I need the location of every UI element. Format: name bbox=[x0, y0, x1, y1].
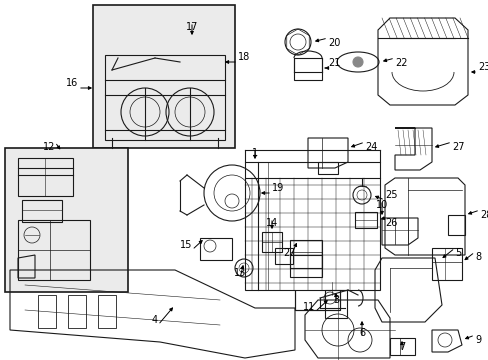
Text: 25: 25 bbox=[384, 190, 397, 200]
Bar bbox=[354, 212, 376, 228]
Text: 22: 22 bbox=[394, 58, 407, 68]
Bar bbox=[289, 255, 321, 277]
Bar bbox=[93, 5, 235, 148]
Bar bbox=[274, 248, 292, 264]
Text: 28: 28 bbox=[479, 210, 488, 220]
Text: 10: 10 bbox=[375, 200, 387, 210]
Text: 12: 12 bbox=[42, 142, 55, 152]
Text: 2: 2 bbox=[283, 248, 289, 258]
Text: 9: 9 bbox=[474, 335, 480, 345]
Text: 8: 8 bbox=[474, 252, 480, 262]
Text: 17: 17 bbox=[185, 22, 198, 32]
Text: 27: 27 bbox=[451, 142, 464, 152]
Bar bbox=[293, 58, 321, 80]
Text: 4: 4 bbox=[152, 315, 158, 325]
Text: 26: 26 bbox=[384, 218, 397, 228]
Text: 13: 13 bbox=[233, 268, 245, 278]
Text: 7: 7 bbox=[398, 342, 404, 352]
Bar bbox=[22, 200, 62, 222]
Circle shape bbox=[352, 57, 362, 67]
Text: 19: 19 bbox=[271, 183, 284, 193]
Bar bbox=[431, 248, 461, 280]
Text: 14: 14 bbox=[265, 218, 278, 228]
Text: 24: 24 bbox=[364, 142, 377, 152]
Text: 5: 5 bbox=[454, 248, 460, 258]
Bar bbox=[262, 232, 282, 252]
Text: 21: 21 bbox=[327, 58, 340, 68]
Text: 20: 20 bbox=[327, 38, 340, 48]
Bar bbox=[294, 290, 339, 310]
Text: 16: 16 bbox=[65, 78, 78, 88]
Text: 1: 1 bbox=[251, 148, 258, 158]
Text: 6: 6 bbox=[358, 328, 365, 338]
Bar bbox=[325, 290, 346, 318]
Polygon shape bbox=[105, 55, 224, 140]
Text: 11: 11 bbox=[302, 302, 314, 312]
Text: 18: 18 bbox=[238, 52, 250, 62]
Text: 3: 3 bbox=[332, 295, 338, 305]
Bar bbox=[5, 148, 128, 292]
Bar bbox=[18, 158, 73, 196]
Bar bbox=[317, 162, 337, 174]
Text: 23: 23 bbox=[477, 62, 488, 72]
Bar bbox=[200, 238, 231, 260]
Bar bbox=[289, 240, 321, 268]
Text: 15: 15 bbox=[179, 240, 192, 250]
